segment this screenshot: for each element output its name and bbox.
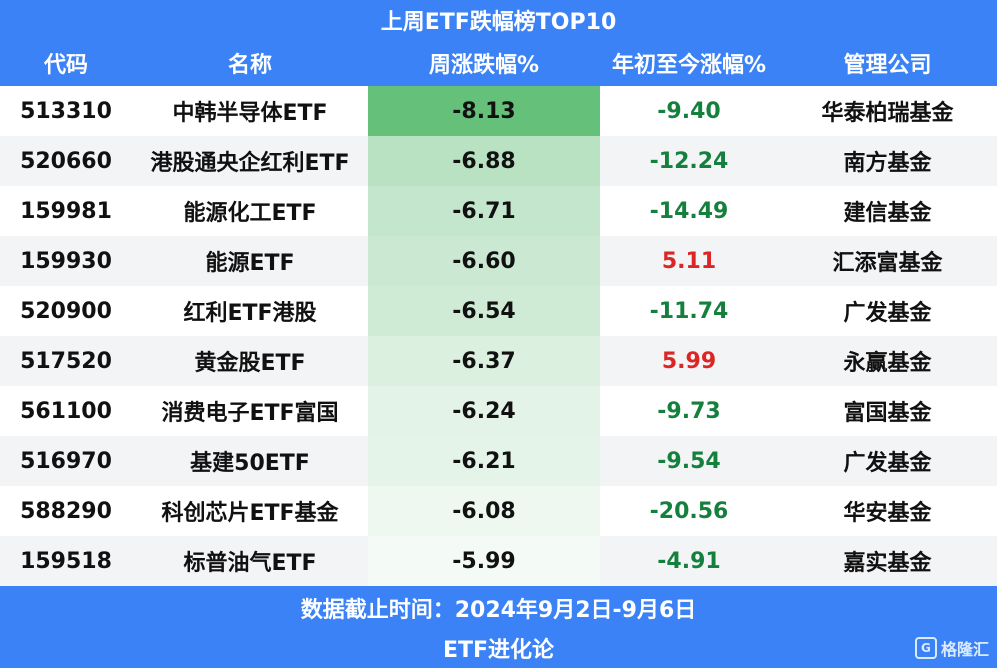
cell-week-change: -6.54: [368, 286, 600, 336]
cell-code: 159981: [0, 186, 132, 236]
cell-week-change: -6.21: [368, 436, 600, 486]
cell-code: 520900: [0, 286, 132, 336]
cell-week-change: -6.88: [368, 136, 600, 186]
table-row: 516970 基建50ETF -6.21 -9.54 广发基金: [0, 436, 997, 486]
cell-name: 标普油气ETF: [132, 536, 368, 586]
cell-manager: 华安基金: [778, 486, 997, 536]
cell-ytd-change: 5.11: [600, 236, 778, 286]
cell-week-change: -6.24: [368, 386, 600, 436]
cell-name: 能源化工ETF: [132, 186, 368, 236]
table-row: 159981 能源化工ETF -6.71 -14.49 建信基金: [0, 186, 997, 236]
table-body: 513310 中韩半导体ETF -8.13 -9.40 华泰柏瑞基金 520660 港股通央…: [0, 86, 997, 586]
cell-code: 159518: [0, 536, 132, 586]
cell-code: 159930: [0, 236, 132, 286]
cell-ytd-change: -11.74: [600, 286, 778, 336]
header-ytd-change: 年初至今涨幅%: [611, 53, 767, 78]
cell-code: 513310: [0, 86, 132, 136]
table-row: 517520 黄金股ETF -6.37 5.99 永赢基金: [0, 336, 997, 386]
cell-ytd-change: -9.73: [600, 386, 778, 436]
cell-name: 黄金股ETF: [132, 336, 368, 386]
cell-ytd-change: -12.24: [600, 136, 778, 186]
table-row: 159518 标普油气ETF -5.99 -4.91 嘉实基金: [0, 536, 997, 586]
cell-name: 能源ETF: [132, 236, 368, 286]
header-name: 名称: [227, 53, 272, 78]
cell-ytd-change: -9.54: [600, 436, 778, 486]
cell-code: 517520: [0, 336, 132, 386]
cell-ytd-change: 5.99: [600, 336, 778, 386]
table-row: 520900 红利ETF港股 -6.54 -11.74 广发基金: [0, 286, 997, 336]
cell-code: 520660: [0, 136, 132, 186]
source-label: ETF进化论: [442, 638, 555, 663]
cell-manager: 永赢基金: [778, 336, 997, 386]
cell-ytd-change: -4.91: [600, 536, 778, 586]
header-code: 代码: [43, 53, 88, 78]
cell-ytd-change: -20.56: [600, 486, 778, 536]
cell-code: 516970: [0, 436, 132, 486]
cell-manager: 富国基金: [778, 386, 997, 436]
watermark: G 格隆汇: [914, 636, 989, 660]
cell-code: 588290: [0, 486, 132, 536]
table-header: 代码 名称 周涨跌幅% 年初至今涨幅% 管理公司: [0, 40, 997, 86]
cell-name: 中韩半导体ETF: [132, 86, 368, 136]
cell-manager: 华泰柏瑞基金: [778, 86, 997, 136]
watermark-text: 格隆汇: [940, 640, 989, 659]
cell-name: 消费电子ETF富国: [132, 386, 368, 436]
table-row: 588290 科创芯片ETF基金 -6.08 -20.56 华安基金: [0, 486, 997, 536]
cell-week-change: -6.08: [368, 486, 600, 536]
cell-code: 561100: [0, 386, 132, 436]
table-row: 520660 港股通央企红利ETF -6.88 -12.24 南方基金: [0, 136, 997, 186]
cell-week-change: -6.71: [368, 186, 600, 236]
cell-name: 红利ETF港股: [132, 286, 368, 336]
cell-manager: 南方基金: [778, 136, 997, 186]
header-manager: 管理公司: [843, 53, 932, 78]
cell-manager: 嘉实基金: [778, 536, 997, 586]
cell-week-change: -6.37: [368, 336, 600, 386]
table-row: 513310 中韩半导体ETF -8.13 -9.40 华泰柏瑞基金: [0, 86, 997, 136]
cell-ytd-change: -9.40: [600, 86, 778, 136]
cell-week-change: -5.99: [368, 536, 600, 586]
watermark-logo-icon: G: [914, 637, 937, 659]
table-title: 上周ETF跌幅榜TOP10: [0, 0, 997, 40]
table-row: 561100 消费电子ETF富国 -6.24 -9.73 富国基金: [0, 386, 997, 436]
table-footer: 数据截止时间：2024年9月2日-9月6日 ETF进化论 G 格隆汇: [0, 586, 997, 668]
table-row: 159930 能源ETF -6.60 5.11 汇添富基金: [0, 236, 997, 286]
cell-name: 港股通央企红利ETF: [132, 136, 368, 186]
cell-manager: 广发基金: [778, 286, 997, 336]
date-range-note: 数据截止时间：2024年9月2日-9月6日: [300, 598, 697, 623]
cell-ytd-change: -14.49: [600, 186, 778, 236]
cell-week-change: -8.13: [368, 86, 600, 136]
cell-manager: 汇添富基金: [778, 236, 997, 286]
header-week-change: 周涨跌幅%: [428, 53, 540, 78]
cell-name: 科创芯片ETF基金: [132, 486, 368, 536]
cell-manager: 建信基金: [778, 186, 997, 236]
cell-week-change: -6.60: [368, 236, 600, 286]
cell-manager: 广发基金: [778, 436, 997, 486]
cell-name: 基建50ETF: [132, 436, 368, 486]
